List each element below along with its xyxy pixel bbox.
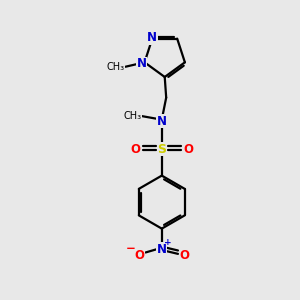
Text: +: + (164, 238, 172, 247)
Text: N: N (136, 57, 147, 70)
Text: −: − (126, 242, 136, 255)
Text: O: O (134, 249, 144, 262)
Text: O: O (183, 142, 193, 156)
Text: O: O (180, 249, 190, 262)
Text: CH₃: CH₃ (106, 62, 125, 72)
Text: N: N (147, 31, 157, 44)
Text: S: S (157, 142, 166, 156)
Text: O: O (130, 142, 140, 156)
Text: N: N (157, 115, 167, 128)
Text: N: N (157, 243, 167, 256)
Text: CH₃: CH₃ (123, 111, 141, 121)
